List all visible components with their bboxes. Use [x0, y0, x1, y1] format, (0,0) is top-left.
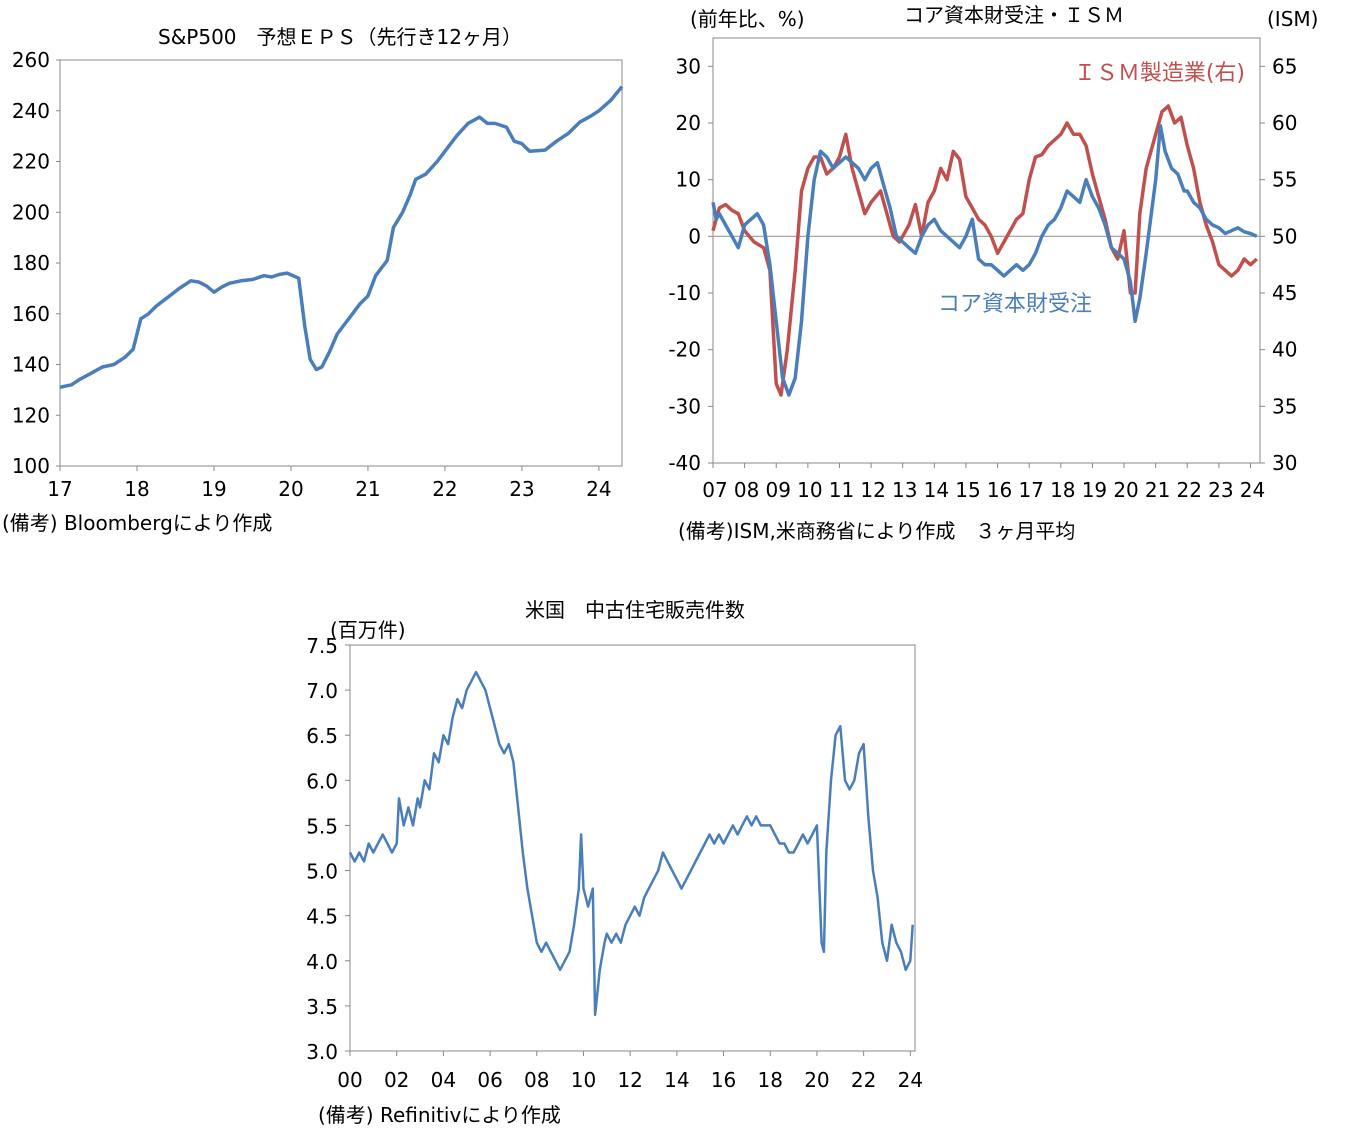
chart2-ytick-right-label: 50 — [1272, 224, 1297, 248]
chart1-xtick-label: 17 — [47, 477, 72, 501]
chart2-ytick-left-label: -10 — [668, 281, 701, 305]
chart1-ytick-label: 220 — [12, 150, 50, 174]
chart1-ytick-label: 100 — [12, 454, 50, 478]
chart2-ytick-right-label: 40 — [1272, 338, 1297, 362]
chart2-ytick-left-label: 30 — [676, 54, 701, 78]
chart3-ytick-label: 4.0 — [306, 950, 338, 974]
chart3-xtick-label: 22 — [851, 1068, 876, 1092]
chart2-series-ism-line — [711, 104, 1258, 397]
chart2-note: (備考)ISM,米商務省により作成 ３ヶ月平均 — [678, 519, 1075, 543]
chart1-ytick-label: 140 — [12, 353, 50, 377]
chart1-xtick-label: 22 — [432, 477, 457, 501]
chart1-ytick-label: 260 — [12, 48, 50, 72]
chart1-xtick-label: 20 — [278, 477, 303, 501]
chart2-ytick-right-label: 45 — [1272, 281, 1297, 305]
chart3-xtick-label: 16 — [711, 1068, 736, 1092]
chart2-ytick-left-label: -20 — [668, 338, 701, 362]
chart3-xtick-label: 04 — [431, 1068, 456, 1092]
chart2-xtick-label: 22 — [1177, 478, 1202, 502]
chart2-xtick-label: 12 — [860, 478, 885, 502]
chart3-xtick-label: 24 — [898, 1068, 923, 1092]
chart2-xtick-label: 11 — [829, 478, 854, 502]
chart2-xtick-label: 17 — [1018, 478, 1043, 502]
chart2-series-core-orders-label: コア資本財受注 — [938, 292, 1092, 317]
chart-existing-home-sales: 米国 中古住宅販売件数 (百万件) 3.0 3.5 4.0 4.5 5.0 5.5 6.0 6… — [306, 598, 923, 1127]
chart3-ytick-label: 5.0 — [306, 860, 338, 884]
chart2-ytick-right-label: 65 — [1272, 54, 1297, 78]
chart3-xtick-label: 06 — [477, 1068, 502, 1092]
chart1-xtick-label: 24 — [586, 477, 611, 501]
chart3-xtick-label: 14 — [664, 1068, 689, 1092]
chart3-plot-frame — [349, 644, 916, 1052]
chart2-xtick-label: 07 — [702, 478, 727, 502]
chart3-xtick-label: 20 — [804, 1068, 829, 1092]
chart1-ytick-label: 120 — [12, 403, 50, 427]
chart1-xtick-label: 19 — [201, 477, 226, 501]
chart2-xtick-label: 10 — [797, 478, 822, 502]
chart3-ytick-label: 3.5 — [306, 995, 338, 1019]
chart2-right-unit: (ISM) — [1267, 7, 1318, 31]
chart1-title: S&P500 予想ＥＰＳ（先行き12ヶ月） — [158, 25, 522, 49]
chart1-xtick-label: 18 — [124, 477, 149, 501]
chart3-xtick-label: 00 — [337, 1068, 362, 1092]
chart-core-orders-ism: (前年比、%) コア資本財受注・ＩＳＭ (ISM) -40 -30 -20 -10 0 1… — [668, 3, 1318, 543]
chart1-ytick-label: 200 — [12, 200, 50, 224]
chart2-xtick-label: 20 — [1113, 478, 1138, 502]
chart-sp500-eps: S&P500 予想ＥＰＳ（先行き12ヶ月） 100 120 140 160 180 200… — [2, 25, 624, 535]
chart2-series-core-orders-line — [711, 124, 1258, 397]
chart2-ytick-right-label: 30 — [1272, 451, 1297, 475]
chart3-ytick-label: 7.0 — [306, 679, 338, 703]
chart3-note: (備考) Refinitivにより作成 — [318, 1103, 561, 1127]
chart2-ytick-left-label: 20 — [676, 111, 701, 135]
chart3-ytick-label: 3.0 — [306, 1040, 338, 1064]
chart1-plot-frame — [59, 59, 623, 467]
chart3-ytick-label: 6.0 — [306, 769, 338, 793]
chart2-ytick-left-label: -30 — [668, 394, 701, 418]
chart1-series-line — [59, 85, 624, 390]
chart3-xtick-label: 12 — [617, 1068, 642, 1092]
chart3-series-line — [348, 670, 914, 1017]
chart1-xtick-label: 21 — [355, 477, 380, 501]
chart2-xtick-label: 14 — [924, 478, 949, 502]
chart2-series-ism-label: ＩＳＭ製造業(右) — [1074, 61, 1245, 86]
chart3-xtick-label: 02 — [384, 1068, 409, 1092]
chart2-xtick-label: 24 — [1240, 478, 1265, 502]
chart2-plot-frame — [712, 37, 1261, 464]
chart2-xtick-label: 21 — [1145, 478, 1170, 502]
chart1-note: (備考) Bloombergにより作成 — [2, 511, 272, 535]
chart2-xtick-label: 19 — [1082, 478, 1107, 502]
chart1-xtick-label: 23 — [509, 477, 534, 501]
chart3-xtick-label: 10 — [571, 1068, 596, 1092]
chart3-ytick-label: 6.5 — [306, 724, 338, 748]
chart2-ytick-right-label: 35 — [1272, 394, 1297, 418]
chart1-ytick-label: 160 — [12, 302, 50, 326]
chart3-left-unit: (百万件) — [330, 618, 406, 642]
chart3-ytick-label: 5.5 — [306, 814, 338, 838]
chart2-xtick-label: 23 — [1208, 478, 1233, 502]
chart2-xtick-label: 15 — [955, 478, 980, 502]
chart2-xtick-label: 16 — [987, 478, 1012, 502]
chart1-ytick-label: 240 — [12, 99, 50, 123]
chart1-ytick-label: 180 — [12, 251, 50, 275]
chart2-ytick-left-label: 0 — [688, 224, 701, 248]
chart2-title: コア資本財受注・ＩＳＭ — [904, 3, 1124, 27]
chart2-ytick-right-label: 55 — [1272, 168, 1297, 192]
chart2-ytick-right-label: 60 — [1272, 111, 1297, 135]
chart2-xtick-label: 18 — [1050, 478, 1075, 502]
chart3-ytick-label: 7.5 — [306, 634, 338, 658]
chart2-left-unit: (前年比、%) — [690, 7, 805, 31]
chart3-xtick-label: 18 — [758, 1068, 783, 1092]
chart2-xtick-label: 13 — [892, 478, 917, 502]
chart2-ytick-left-label: 10 — [676, 168, 701, 192]
chart3-xtick-label: 08 — [524, 1068, 549, 1092]
chart3-ytick-label: 4.5 — [306, 905, 338, 929]
chart3-title: 米国 中古住宅販売件数 — [525, 598, 745, 622]
chart2-xtick-label: 09 — [766, 478, 791, 502]
chart2-ytick-left-label: -40 — [668, 451, 701, 475]
chart2-xtick-label: 08 — [734, 478, 759, 502]
